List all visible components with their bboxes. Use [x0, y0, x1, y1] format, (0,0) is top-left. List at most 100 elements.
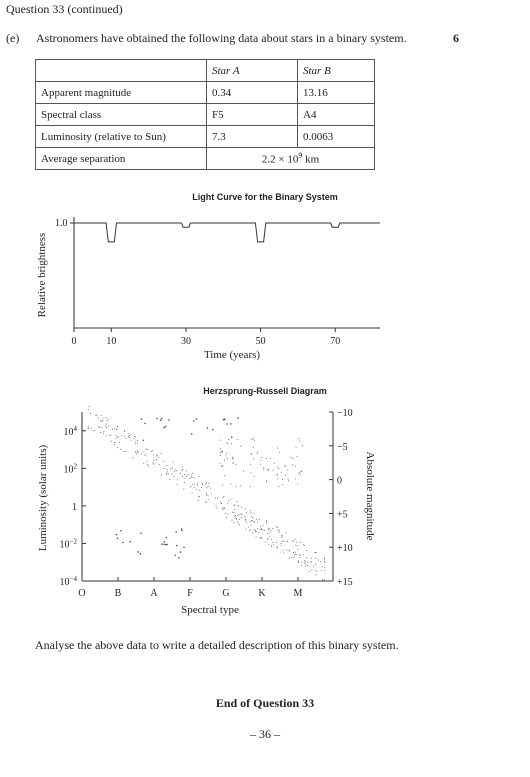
hr-star-dot: [260, 459, 262, 461]
hr-star-dot: [136, 450, 138, 452]
hr-star-dot: [245, 521, 247, 523]
hr-star-dot: [183, 482, 185, 484]
hr-star-dot: [269, 457, 271, 459]
hr-star-dot: [290, 456, 292, 458]
hr-star-dot: [114, 428, 116, 430]
hr-star-dot: [324, 566, 326, 568]
hr-star-dot: [166, 465, 168, 467]
hr-star-dot: [134, 436, 136, 438]
hr-star-dot: [272, 528, 274, 529]
hr-star-dot: [221, 450, 223, 453]
hr-star-dot: [263, 468, 265, 470]
hr-star-dot: [230, 483, 232, 485]
hr-magnitude-tick-label: +5: [337, 509, 348, 520]
table-cell: Spectral class: [35, 103, 207, 126]
hr-star-dot: [245, 519, 246, 521]
hr-star-dot: [175, 531, 177, 533]
hr-star-dot: [222, 418, 225, 421]
hr-star-dot: [193, 420, 195, 422]
hr-star-dot: [113, 442, 115, 443]
table-cell: Apparent magnitude: [35, 81, 207, 104]
hr-star-dot: [189, 477, 191, 479]
hr-star-dot: [137, 440, 139, 442]
hr-star-dot: [232, 462, 234, 464]
hr-star-dot: [301, 470, 303, 472]
hr-star-dot: [116, 436, 118, 438]
hr-star-dot: [236, 439, 238, 441]
hr-star-dot: [234, 516, 236, 518]
hr-star-dot: [266, 522, 268, 524]
hr-star-dot: [244, 516, 246, 518]
hr-star-dot: [279, 530, 280, 532]
hr-star-dot: [286, 540, 288, 542]
hr-spectral-tick-label: B: [115, 588, 122, 599]
hr-star-dot: [101, 426, 103, 428]
hr-star-dot: [294, 554, 296, 555]
hr-luminosity-tick-label: 10−2: [60, 537, 78, 550]
hr-star-dot: [210, 487, 211, 489]
hr-star-dot: [134, 443, 136, 445]
hr-star-dot: [257, 451, 259, 453]
hr-star-dot: [226, 452, 228, 454]
hr-star-dot: [270, 529, 272, 531]
hr-star-dot: [256, 530, 258, 532]
hr-star-dot: [176, 479, 178, 481]
hr-star-dot: [231, 520, 233, 522]
hr-star-dot: [266, 480, 268, 482]
hr-star-dot: [298, 438, 300, 440]
hr-star-dot: [176, 483, 178, 485]
hr-star-dot: [278, 468, 280, 470]
hr-star-dot: [232, 456, 233, 458]
hr-star-dot: [308, 570, 310, 572]
hr-star-dot: [98, 426, 100, 428]
hr-star-dot: [158, 463, 160, 465]
hr-star-dot: [187, 474, 189, 476]
hr-star-dot: [299, 472, 301, 474]
hr-star-dot: [165, 543, 167, 546]
hr-star-dot: [260, 537, 262, 539]
hr-star-dot: [220, 452, 221, 454]
hr-star-dot: [143, 463, 145, 465]
hr-star-dot: [298, 561, 300, 563]
hr-star-dot: [147, 449, 149, 450]
hr-star-dot: [98, 427, 100, 429]
hr-star-dot: [268, 528, 270, 530]
hr-star-dot: [206, 482, 208, 483]
hr-star-dot: [251, 515, 253, 517]
hr-star-dot: [135, 451, 137, 453]
hr-star-dot: [255, 536, 257, 538]
hr-star-dot: [324, 558, 325, 560]
hr-star-dot: [280, 543, 282, 545]
hr-star-dot: [322, 579, 323, 581]
hr-star-dot: [227, 503, 229, 505]
hr-right-axis-label: Absolute magnitude: [364, 452, 376, 541]
hr-star-dot: [117, 425, 119, 427]
hr-star-dot: [294, 465, 296, 467]
table-cell: 7.3: [206, 125, 298, 148]
hr-star-dot: [105, 417, 107, 419]
hr-star-dot: [276, 547, 278, 549]
light-curve-y-tick-label: 1.0: [55, 218, 68, 229]
hr-star-dot: [277, 529, 279, 531]
hr-star-dot: [215, 497, 216, 499]
table-header-row: Star A Star B: [35, 59, 375, 82]
hr-star-dot: [215, 505, 217, 507]
hr-star-dot: [254, 529, 256, 531]
hr-star-dot: [294, 538, 296, 540]
hr-star-dot: [245, 518, 247, 520]
hr-star-dot: [181, 470, 183, 472]
hr-star-dot: [307, 565, 308, 567]
light-curve-chart: 1.0 0 10 30 50 70 Time (years) Relative brig…: [36, 217, 380, 361]
hr-star-dot: [140, 418, 143, 420]
hr-star-dot: [286, 549, 288, 551]
hr-star-dot: [237, 505, 239, 507]
hr-star-dot: [259, 537, 261, 539]
hr-star-dot: [134, 441, 136, 443]
hr-star-dot: [262, 525, 264, 527]
hr-star-dot: [172, 461, 174, 463]
hr-star-dot: [198, 496, 200, 497]
hr-star-dot: [115, 435, 117, 437]
hr-star-dot: [121, 434, 123, 436]
hr-star-dot: [279, 551, 281, 553]
hr-star-dot: [208, 485, 210, 487]
